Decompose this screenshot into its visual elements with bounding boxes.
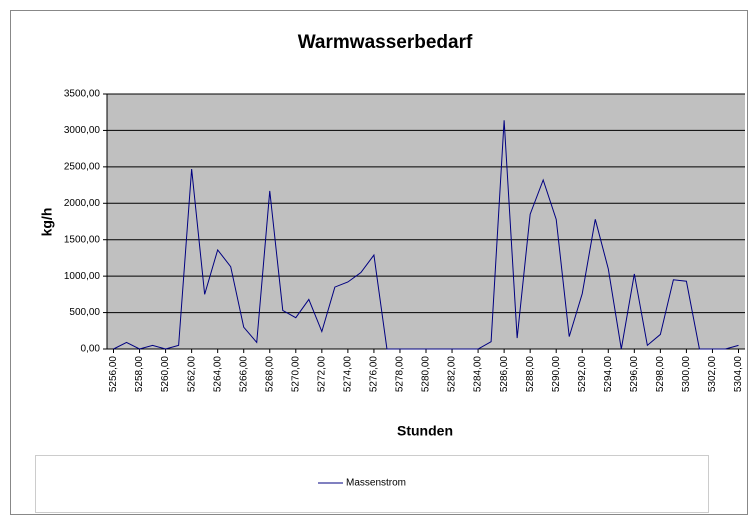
x-tick-label: 5302,00 <box>707 356 718 393</box>
x-tick-label: 5290,00 <box>551 356 562 393</box>
y-tick-label: 0,00 <box>81 344 101 355</box>
x-tick-label: 5256,00 <box>108 356 119 393</box>
x-tick-label: 5266,00 <box>238 356 249 393</box>
x-tick-label: 5304,00 <box>733 356 744 393</box>
legend-label: Massenstrom <box>346 478 406 489</box>
x-tick-label: 5282,00 <box>447 356 458 393</box>
plot-area <box>107 94 745 349</box>
x-tick-label: 5270,00 <box>290 356 301 393</box>
x-axis-label: Stunden <box>397 423 453 439</box>
x-tick-label: 5288,00 <box>525 356 536 393</box>
x-tick-label: 5284,00 <box>473 356 484 393</box>
x-tick-label: 5280,00 <box>421 356 432 393</box>
line <box>113 120 739 350</box>
x-tick-label: 5298,00 <box>655 356 666 393</box>
x-tick-label: 5268,00 <box>264 356 275 393</box>
x-tick-label: 5278,00 <box>395 356 406 393</box>
x-tick-label: 5294,00 <box>603 356 614 393</box>
y-axis-label: kg/h <box>39 208 55 237</box>
x-tick-label: 5296,00 <box>629 356 640 393</box>
y-tick-label: 1000,00 <box>64 271 101 282</box>
x-tick-label: 5276,00 <box>369 356 380 393</box>
y-tick-label: 3500,00 <box>64 89 101 100</box>
x-tick-label: 5258,00 <box>134 356 145 393</box>
x-tick-label: 5262,00 <box>186 356 197 393</box>
x-tick-label: 5292,00 <box>577 356 588 393</box>
y-tick-label: 3000,00 <box>64 125 101 136</box>
x-tick-label: 5260,00 <box>160 356 171 393</box>
y-tick-label: 2000,00 <box>64 198 101 209</box>
chart-title: Warmwasserbedarf <box>298 32 473 53</box>
x-tick-label: 5264,00 <box>212 356 223 393</box>
legend <box>35 455 709 513</box>
x-tick-label: 5272,00 <box>316 356 327 393</box>
x-tick-label: 5300,00 <box>681 356 692 393</box>
y-tick-label: 1500,00 <box>64 234 101 245</box>
x-tick-label: 5274,00 <box>343 356 354 393</box>
y-tick-label: 500,00 <box>69 307 100 318</box>
x-tick-label: 5286,00 <box>499 356 510 393</box>
y-tick-label: 2500,00 <box>64 161 101 172</box>
